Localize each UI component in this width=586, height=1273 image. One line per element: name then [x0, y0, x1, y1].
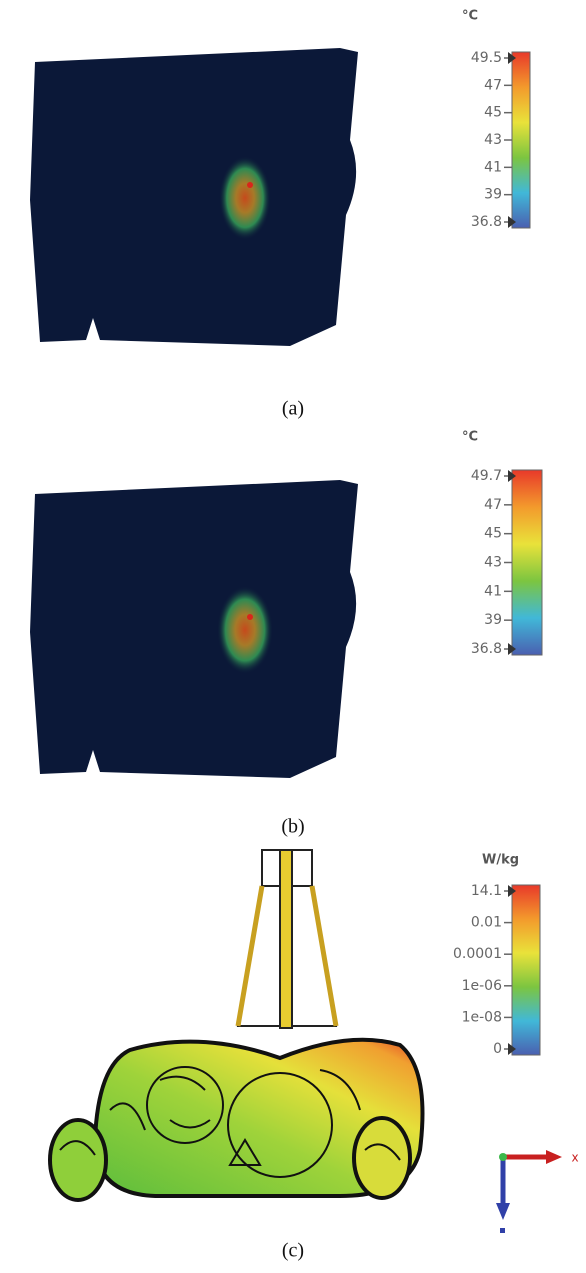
colorbar	[511, 51, 531, 229]
tick-label: 49.5	[471, 50, 502, 66]
colorbar-unit: °C	[462, 430, 478, 445]
axis-label: x	[571, 1151, 578, 1165]
tick-label: 39	[484, 612, 502, 628]
probe	[235, 849, 339, 1029]
caption: (a)	[282, 398, 304, 420]
colorbar-unit: W/kg	[482, 853, 519, 868]
colorbar	[511, 884, 541, 1056]
tick-label: 0.01	[471, 915, 502, 931]
tick-label: 41	[484, 159, 502, 175]
tick-label: 47	[484, 77, 502, 93]
tick-label: 0	[493, 1041, 502, 1057]
tick-label: 1e-06	[462, 978, 502, 994]
tick-label: 41	[484, 583, 502, 599]
thermal-map	[30, 480, 358, 778]
colorbar-unit: °C	[462, 9, 478, 24]
tick-marker	[508, 216, 516, 228]
tick-label: 47	[484, 497, 502, 513]
tick-label: 14.1	[471, 883, 502, 899]
tick-label: 43	[484, 555, 502, 571]
caption: (b)	[281, 816, 304, 838]
tick-label: 45	[484, 526, 502, 542]
colorbar	[511, 469, 543, 656]
tick-label: 36.8	[471, 641, 502, 657]
tick-label: 43	[484, 132, 502, 148]
thermal-map	[30, 48, 358, 346]
tick-label: 36.8	[471, 214, 502, 230]
tick-marker	[508, 885, 516, 897]
tick-label: 39	[484, 187, 502, 203]
tick-label: 49.7	[471, 468, 502, 484]
tick-label: 45	[484, 105, 502, 121]
sar-map	[48, 1037, 425, 1202]
tick-marker	[508, 1043, 516, 1055]
tick-marker	[508, 52, 516, 64]
tick-label: 1e-08	[462, 1009, 502, 1025]
tick-marker	[508, 643, 516, 655]
caption: (c)	[282, 1240, 304, 1262]
tick-marker	[508, 470, 516, 482]
tick-label: 0.0001	[453, 946, 502, 962]
axis-triad: x	[496, 1150, 579, 1233]
